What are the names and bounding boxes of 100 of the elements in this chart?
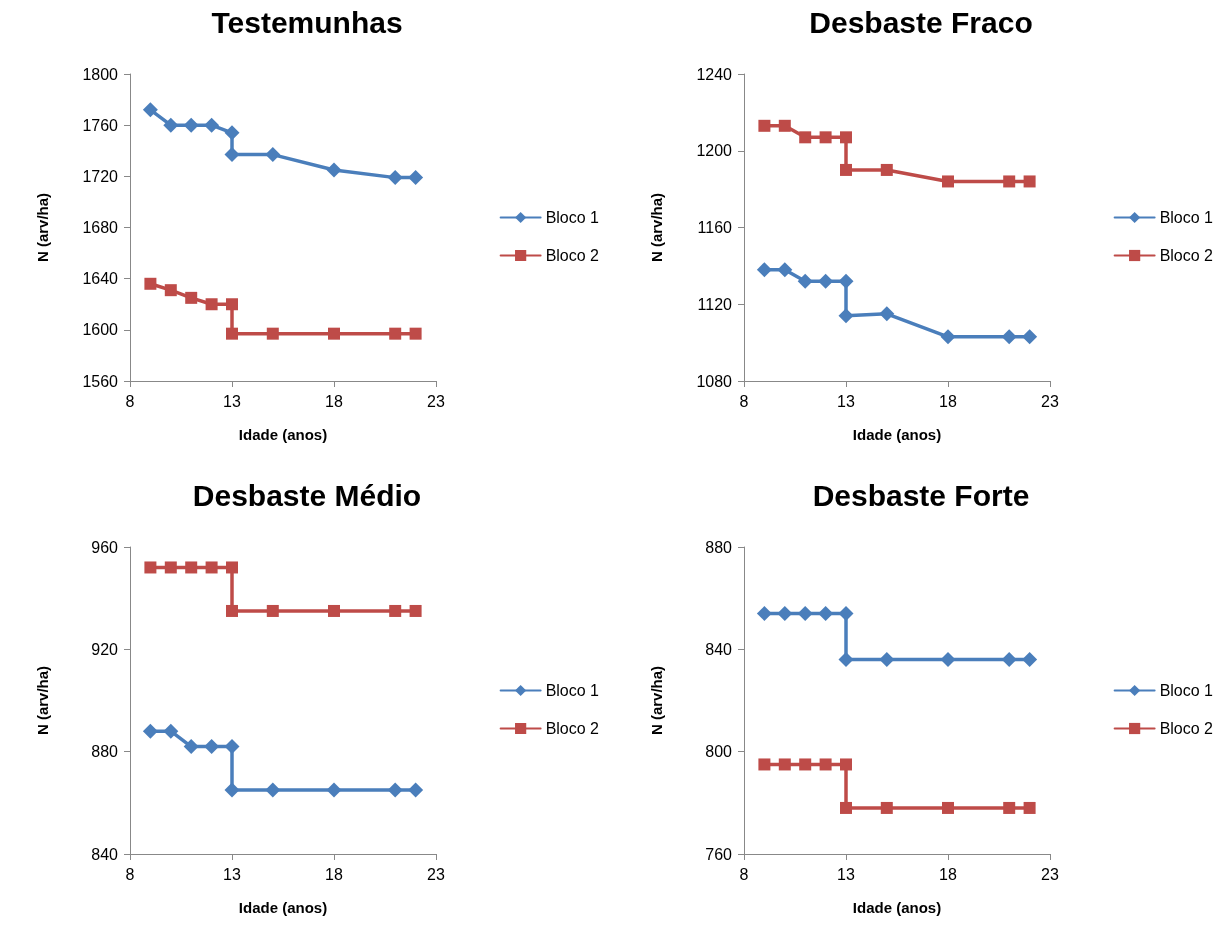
- point: [942, 175, 954, 188]
- x-tick-label: 23: [1041, 392, 1059, 410]
- point: [942, 801, 954, 814]
- point: [819, 131, 832, 144]
- point: [163, 723, 179, 739]
- x-tick-label: 23: [427, 392, 445, 410]
- point: [224, 782, 240, 798]
- y-axis-title: N (arv/ha): [648, 665, 665, 736]
- point: [818, 606, 834, 622]
- point: [838, 606, 854, 622]
- point: [797, 606, 813, 622]
- y-axis-title: N (arv/ha): [648, 192, 665, 263]
- x-tick-label: 8: [739, 392, 749, 410]
- point: [326, 782, 342, 798]
- point: [838, 652, 854, 668]
- point: [1001, 329, 1017, 345]
- legend-label: Bloco 2: [1159, 247, 1214, 264]
- point: [1022, 652, 1038, 668]
- point: [799, 758, 812, 771]
- point: [389, 327, 402, 340]
- point: [265, 147, 281, 163]
- y-tick-label: 1080: [696, 372, 733, 390]
- x-tick-label: 18: [325, 865, 343, 883]
- point: [819, 758, 832, 771]
- y-axis-title: N (arv/ha): [34, 192, 51, 263]
- y-tick-label: 1800: [82, 65, 119, 83]
- y-tick-label: 760: [705, 845, 733, 863]
- point: [408, 782, 424, 798]
- point: [226, 327, 238, 340]
- y-tick-label: 1240: [696, 65, 733, 83]
- point: [266, 327, 279, 340]
- point: [756, 606, 772, 622]
- y-tick-label: 1680: [82, 219, 119, 236]
- point: [226, 561, 238, 574]
- point: [409, 604, 422, 617]
- point: [940, 652, 956, 668]
- point: [756, 262, 772, 278]
- x-axis-title: Idade (anos): [238, 426, 328, 443]
- legend-label: Bloco 2: [545, 720, 600, 737]
- point: [840, 801, 852, 814]
- point: [224, 125, 240, 141]
- point: [758, 758, 771, 771]
- point: [777, 606, 793, 622]
- point: [1023, 175, 1036, 188]
- chart-title: Desbaste Forte: [812, 478, 1030, 512]
- point: [409, 327, 422, 340]
- point: [204, 739, 220, 755]
- y-tick-label: 840: [91, 845, 119, 863]
- point: [879, 306, 895, 322]
- point: [1023, 801, 1036, 814]
- point: [224, 739, 240, 755]
- x-tick-label: 18: [939, 865, 957, 883]
- point: [142, 102, 158, 118]
- x-tick-label: 13: [223, 392, 241, 410]
- point: [224, 147, 240, 163]
- chart-title: Testemunhas: [211, 5, 403, 39]
- x-tick-label: 8: [125, 865, 135, 883]
- y-tick-label: 840: [705, 640, 733, 658]
- point: [408, 170, 424, 186]
- point: [328, 604, 340, 617]
- x-tick-label: 13: [223, 865, 241, 883]
- x-tick-label: 23: [427, 865, 445, 883]
- point: [880, 801, 893, 814]
- y-tick-label: 1560: [82, 372, 119, 390]
- point: [142, 723, 158, 739]
- y-tick-label: 1600: [82, 321, 119, 339]
- point: [163, 117, 179, 133]
- point: [840, 163, 852, 176]
- point: [205, 561, 218, 574]
- point: [144, 561, 157, 574]
- point: [185, 561, 198, 574]
- y-tick-label: 880: [91, 743, 119, 761]
- legend-label: Bloco 1: [545, 682, 600, 699]
- y-tick-label: 1640: [82, 270, 119, 288]
- point: [328, 327, 340, 340]
- y-tick-label: 800: [705, 743, 733, 761]
- point: [226, 298, 238, 311]
- x-tick-label: 13: [837, 392, 855, 410]
- point: [389, 604, 402, 617]
- y-tick-label: 1200: [696, 142, 733, 160]
- chart-title: Desbaste Fraco: [809, 5, 1033, 39]
- x-tick-label: 18: [939, 392, 957, 410]
- legend-label: Bloco 2: [545, 247, 600, 264]
- point: [758, 119, 771, 132]
- point: [1022, 329, 1038, 345]
- x-tick-label: 8: [739, 865, 749, 883]
- point: [838, 308, 854, 324]
- point: [799, 131, 812, 144]
- point: [164, 561, 177, 574]
- point: [164, 284, 177, 297]
- legend-label: Bloco 1: [1159, 682, 1214, 699]
- legend-label: Bloco 2: [1159, 720, 1214, 737]
- point: [266, 604, 279, 617]
- x-tick-label: 23: [1041, 865, 1059, 883]
- point: [387, 170, 403, 186]
- y-tick-label: 1120: [697, 295, 733, 313]
- point: [326, 162, 342, 178]
- point: [778, 758, 791, 771]
- point: [838, 273, 854, 289]
- point: [797, 273, 813, 289]
